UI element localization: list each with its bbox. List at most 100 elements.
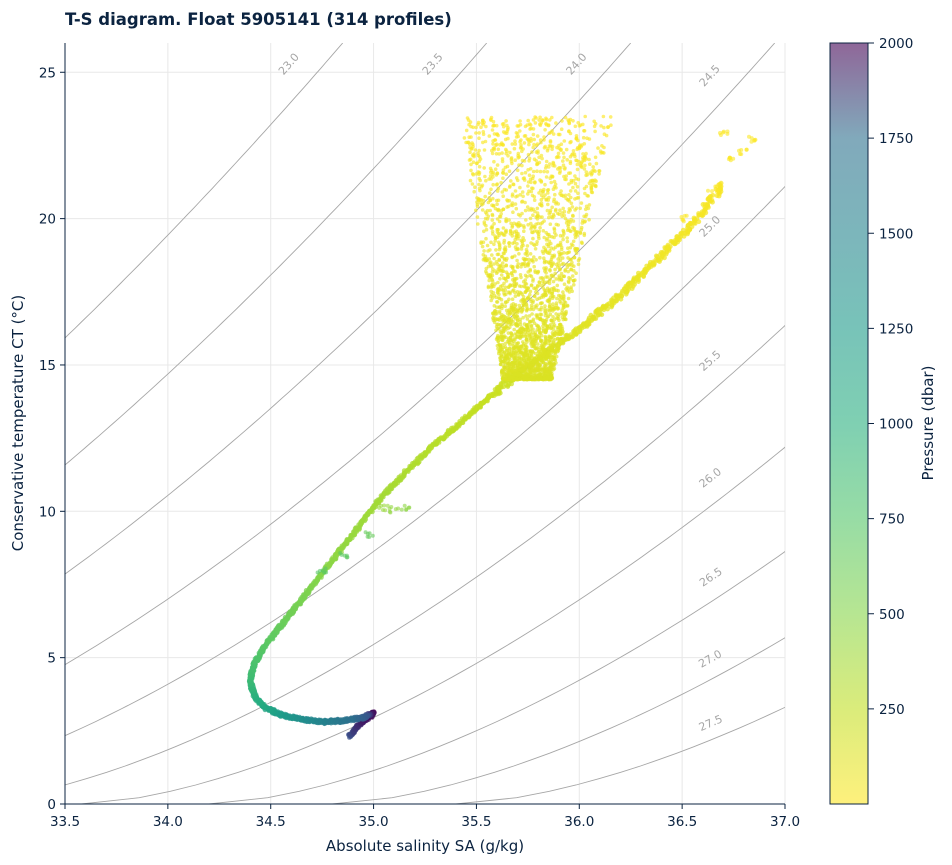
scatter-point	[476, 122, 480, 127]
scatter-point	[559, 271, 564, 276]
scatter-point	[584, 212, 589, 217]
scatter-point	[530, 344, 534, 349]
scatter-point	[531, 118, 536, 122]
scatter-point	[550, 296, 555, 301]
scatter-point	[488, 174, 493, 178]
scatter-point	[489, 289, 494, 294]
scatter-point	[560, 256, 565, 260]
scatter-point	[589, 190, 594, 194]
scatter-point	[718, 180, 724, 186]
scatter-point	[557, 155, 561, 159]
scatter-point	[482, 229, 486, 234]
scatter-point	[483, 194, 488, 199]
scatter-point	[503, 367, 507, 372]
scatter-point	[571, 178, 576, 183]
scatter-point	[502, 335, 506, 340]
scatter-point	[481, 253, 486, 257]
scatter-point	[525, 325, 530, 330]
scatter-point	[530, 186, 534, 190]
scatter-point	[527, 357, 531, 361]
scatter-point	[522, 284, 526, 288]
scatter-point	[527, 189, 531, 193]
colorbar-ticks: 250 500 750 1000 1250 1500 1750 2000	[868, 36, 913, 718]
scatter-point	[542, 135, 546, 139]
scatter-point	[487, 196, 492, 200]
scatter-point	[476, 222, 480, 226]
scatter-point	[539, 201, 544, 205]
scatter-point	[528, 252, 533, 256]
scatter-point	[541, 229, 546, 233]
scatter-point	[530, 312, 534, 316]
scatter-point	[567, 280, 571, 285]
scatter-point	[529, 364, 533, 369]
scatter-point	[482, 148, 487, 152]
scatter-point	[575, 185, 580, 189]
scatter-point	[529, 303, 534, 308]
scatter-point	[539, 222, 543, 226]
scatter-point	[515, 258, 519, 263]
scatter-point	[565, 158, 569, 162]
scatter-point	[468, 178, 473, 183]
scatter-point	[559, 166, 563, 170]
scatter-point	[478, 178, 483, 183]
scatter-point	[525, 250, 529, 254]
scatter-point	[543, 247, 548, 251]
scatter-point	[467, 158, 472, 162]
scatter-point	[553, 267, 557, 272]
scatter-point	[573, 174, 577, 178]
scatter-point	[568, 161, 573, 166]
scatter-point	[553, 349, 557, 354]
scatter-point	[556, 349, 561, 353]
scatter-point	[527, 257, 531, 262]
scatter-point	[315, 570, 320, 575]
scatter-point	[541, 118, 545, 123]
scatter-point	[513, 189, 518, 193]
scatter-point	[550, 147, 554, 152]
scatter-point	[566, 296, 571, 301]
scatter-point	[542, 280, 547, 285]
scatter-point	[524, 301, 528, 306]
scatter-point	[527, 208, 531, 212]
scatter-point	[582, 186, 587, 191]
scatter-point	[476, 153, 481, 158]
scatter-point	[323, 566, 328, 571]
scatter-point	[555, 296, 559, 301]
scatter-point	[492, 221, 496, 226]
colorbar-tick-label: 250	[879, 702, 905, 718]
scatter-point	[518, 322, 523, 327]
scatter-point	[573, 208, 577, 212]
scatter-point	[706, 188, 710, 193]
scatter-point	[522, 159, 527, 163]
scatter-point	[589, 184, 593, 188]
scatter-point	[534, 287, 539, 292]
scatter-point	[544, 159, 549, 164]
scatter-point	[600, 144, 604, 148]
scatter-point	[517, 163, 521, 167]
scatter-point	[504, 377, 508, 381]
scatter-point	[503, 304, 508, 309]
scatter-point	[515, 377, 520, 382]
scatter-point	[523, 170, 528, 175]
scatter-point	[564, 147, 569, 152]
scatter-point	[547, 165, 551, 169]
scatter-point	[480, 244, 485, 249]
scatter-point	[505, 299, 510, 304]
scatter-point	[527, 314, 532, 318]
scatter-point	[531, 319, 535, 323]
scatter-point	[543, 334, 548, 339]
scatter-point	[564, 177, 568, 182]
scatter-point	[557, 264, 561, 268]
scatter-point	[488, 166, 493, 171]
scatter-point	[546, 350, 551, 355]
density-contour-label: 26.0	[697, 465, 724, 490]
scatter-point	[532, 198, 537, 202]
scatter-point	[540, 156, 544, 161]
y-tick-label: 15	[39, 358, 56, 374]
scatter-point	[544, 357, 548, 361]
scatter-point	[566, 256, 570, 260]
scatter-point	[475, 215, 480, 219]
scatter-point	[388, 510, 393, 515]
scatter-point	[543, 365, 548, 370]
scatter-point	[509, 331, 514, 336]
scatter-point	[505, 205, 509, 209]
